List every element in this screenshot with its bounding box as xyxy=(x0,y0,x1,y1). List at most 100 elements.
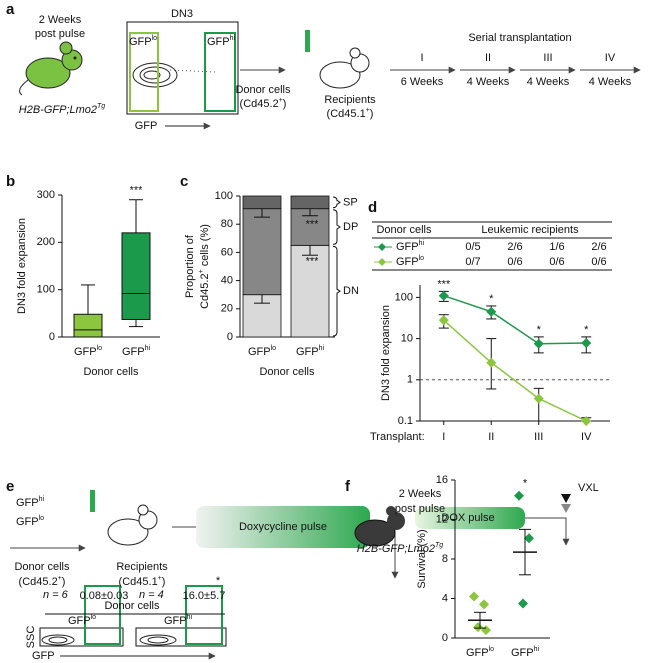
superscript: hi xyxy=(534,646,540,653)
table-cell: 1/6 xyxy=(549,241,564,253)
label: GFPhi xyxy=(207,35,236,48)
vxl-marker xyxy=(561,494,571,503)
x-tick-label: I xyxy=(442,431,445,443)
significance: *** xyxy=(306,255,320,267)
panel-label: b xyxy=(6,173,15,190)
table-cell: 0/6 xyxy=(591,256,606,268)
bar-segment xyxy=(242,208,282,296)
superscript: hi xyxy=(187,614,193,621)
label: DOX pulse xyxy=(441,512,494,524)
segment-label: DN xyxy=(343,285,359,297)
point xyxy=(581,338,592,349)
significance: * xyxy=(537,324,542,336)
text-part: GFP xyxy=(511,647,534,659)
y-tick-label: 300 xyxy=(37,189,55,201)
label: 6 Weeks xyxy=(401,76,444,88)
x-tick-label: III xyxy=(534,431,543,443)
label: 16.0±5.7 xyxy=(183,590,226,602)
x-axis-label: Donor cells xyxy=(83,366,139,378)
superscript: hi xyxy=(39,496,45,503)
significance: *** xyxy=(130,185,144,197)
mouse-white-e xyxy=(10,490,196,552)
superscript: + xyxy=(279,97,283,104)
panel-label: e xyxy=(6,478,14,495)
legend-label: GFPlo xyxy=(396,255,424,268)
y-tick-label: 8 xyxy=(442,553,448,565)
panel-label: f xyxy=(345,478,351,495)
superscript: lo xyxy=(152,35,158,42)
significance: *** xyxy=(437,278,451,290)
text-part: ) xyxy=(162,576,166,588)
y-tick-label: 0 xyxy=(227,331,233,343)
point xyxy=(533,393,544,404)
label: (Cd45.2+) xyxy=(19,575,66,588)
label: DN3 xyxy=(171,8,193,20)
table-cell: 2/6 xyxy=(591,241,606,253)
superscript: hi xyxy=(419,240,425,247)
point xyxy=(581,416,592,426)
y-axis-label: Cd45.2+ cells (%) xyxy=(198,224,211,309)
label: 2 Weeks xyxy=(399,488,442,500)
label: 4 Weeks xyxy=(467,76,510,88)
segment-label: DP xyxy=(343,221,358,233)
text-part: cells (%) xyxy=(199,224,211,269)
label: Donor cells xyxy=(104,600,160,612)
text-part: H2B-GFP;Lmo2 xyxy=(357,543,435,555)
label: 4 Weeks xyxy=(589,76,632,88)
superscript: lo xyxy=(91,614,97,621)
segment-label: SP xyxy=(343,196,358,208)
significance: * xyxy=(523,478,528,490)
text-part: (Cd45.2 xyxy=(19,576,58,588)
label: GFP xyxy=(32,650,55,662)
text-part: GFP xyxy=(207,36,230,48)
superscript: Tg xyxy=(97,103,105,110)
text-part: GFP xyxy=(129,36,152,48)
point xyxy=(486,306,497,317)
text-part: GFP xyxy=(296,346,319,358)
label: H2B-GFP;Lmo2Tg xyxy=(19,103,106,116)
table-cell: 0/6 xyxy=(507,256,522,268)
text-part: GFP xyxy=(396,256,419,268)
pulse-box xyxy=(415,507,525,529)
y-tick-label: 40 xyxy=(221,275,233,287)
superscript: Tg xyxy=(435,542,443,549)
point xyxy=(473,622,483,633)
text-part: GFP xyxy=(396,241,419,253)
pulse-box xyxy=(196,506,370,548)
flow-plots-e xyxy=(39,585,227,660)
y-tick-label: 0 xyxy=(49,331,55,343)
x-tick-label: GFPlo xyxy=(248,345,276,358)
box xyxy=(121,232,151,320)
pulse-label: Doxycycline pulse xyxy=(239,521,327,533)
text-part: Cd45.2 xyxy=(199,273,211,308)
y-axis-label: DN3 fold expansion xyxy=(16,218,28,314)
y-tick-label: 0.1 xyxy=(398,415,413,427)
text-part: (Cd45.2 xyxy=(240,98,279,110)
y-tick-label: 20 xyxy=(221,303,233,315)
y-tick-label: 100 xyxy=(395,291,413,303)
superscript: lo xyxy=(489,646,495,653)
table-cell: 0/5 xyxy=(465,241,480,253)
label: Recipients xyxy=(324,94,376,106)
x-axis-label: Donor cells xyxy=(259,366,315,378)
significance: * xyxy=(216,575,221,587)
text-part: GFP xyxy=(16,497,39,509)
superscript: lo xyxy=(39,515,45,522)
flow-plot-a xyxy=(126,21,239,130)
label: n = 6 xyxy=(43,589,69,601)
label: (Cd45.1+) xyxy=(327,107,374,120)
label: II xyxy=(485,52,491,64)
label: 4 Weeks xyxy=(527,76,570,88)
series-line xyxy=(443,319,587,422)
text-part: GFP xyxy=(16,516,39,528)
text-part: H2B-GFP;Lmo2 xyxy=(19,104,97,116)
panel-label: d xyxy=(368,199,377,216)
label: IV xyxy=(605,52,616,64)
text-part: GFP xyxy=(74,346,97,358)
text-part: GFP xyxy=(68,615,91,627)
plot-title: GFPhi xyxy=(164,614,193,627)
text-part: GFP xyxy=(122,346,145,358)
x-tick-label: GFPlo xyxy=(466,646,494,659)
